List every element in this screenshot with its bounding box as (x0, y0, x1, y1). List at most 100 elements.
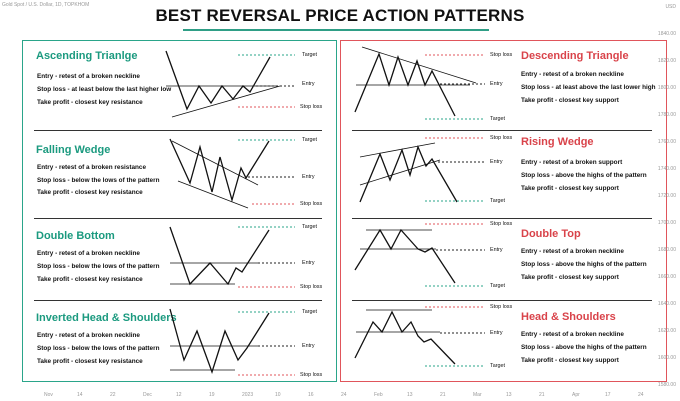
price-tick-label: 1760.00 (657, 139, 676, 145)
price-path (354, 228, 456, 284)
target-label: Target (302, 309, 317, 315)
entry-label: Entry (490, 159, 503, 165)
trend-line (171, 85, 281, 118)
pattern-entry-text: Entry - retest of a broken support (521, 159, 623, 166)
upper-wedge-line (359, 142, 436, 158)
upper-wedge-line (171, 140, 259, 186)
entry-label: Entry (302, 81, 315, 87)
pattern-entry-text: Entry - retest of a broken neckline (521, 71, 624, 78)
pattern-tp-text: Take profit - closest key resistance (37, 99, 143, 106)
entry-label: Entry (490, 330, 503, 336)
pattern-tp-text: Take profit - closest key support (521, 97, 619, 104)
separator (352, 300, 652, 301)
separator (34, 130, 322, 131)
pattern-tp-text: Take profit - closest key support (521, 274, 619, 281)
date-tick-label: 21 (539, 392, 545, 398)
pattern-stop-text: Stop loss - below the lows of the patter… (37, 177, 160, 184)
pattern-stop-text: Stop loss - above the highs of the patte… (521, 261, 647, 268)
entry-label: Entry (302, 260, 315, 266)
pattern-title-double-top: Double Top (521, 228, 581, 240)
stop-label: Stop loss (490, 304, 513, 310)
date-tick-label: 16 (308, 392, 314, 398)
price-tick-label: USD (665, 4, 676, 10)
date-tick-label: 22 (110, 392, 116, 398)
stop-label: Stop loss (490, 52, 513, 58)
date-tick-label: Mar (473, 392, 482, 398)
date-tick-label: Feb (374, 392, 383, 398)
page-title: BEST REVERSAL PRICE ACTION PATTERNS (155, 6, 525, 25)
pattern-title-inverted-head-shoulders: Inverted Head & Shoulders (36, 312, 177, 324)
pattern-title-head-shoulders: Head & Shoulders (521, 311, 616, 323)
price-tick-label: 1600.00 (657, 355, 676, 361)
pattern-stop-text: Stop loss - at least above the last lowe… (521, 84, 656, 91)
pattern-stop-text: Stop loss - below the lows of the patter… (37, 263, 160, 270)
title-underline (183, 29, 489, 31)
pattern-entry-text: Entry - retest of a broken neckline (521, 248, 624, 255)
stop-label: Stop loss (300, 201, 323, 207)
price-tick-label: 1640.00 (657, 301, 676, 307)
target-label: Target (490, 363, 505, 369)
pattern-title-falling-wedge: Falling Wedge (36, 144, 111, 156)
target-label: Target (490, 116, 505, 122)
stop-label: Stop loss (490, 135, 513, 141)
price-tick-label: 1800.00 (657, 85, 676, 91)
pattern-entry-text: Entry - retest of a broken neckline (37, 332, 140, 339)
price-tick-label: 1620.00 (657, 328, 676, 334)
pattern-tp-text: Take profit - closest key resistance (37, 189, 143, 196)
date-tick-label: 14 (77, 392, 83, 398)
price-tick-label: 1780.00 (657, 112, 676, 118)
bullish-patterns-panel (22, 40, 337, 382)
stop-label: Stop loss (300, 104, 323, 110)
price-path (169, 308, 270, 375)
separator (34, 218, 322, 219)
pattern-title-double-bottom: Double Bottom (36, 230, 115, 242)
pattern-tp-text: Take profit - closest key resistance (37, 358, 143, 365)
date-tick-label: 2023 (242, 392, 254, 398)
date-tick-label: Dec (143, 392, 152, 398)
price-path (165, 50, 271, 111)
date-tick-label: 24 (638, 392, 644, 398)
target-label: Target (302, 137, 317, 143)
entry-label: Entry (302, 174, 315, 180)
pattern-entry-text: Entry - retest of a broken neckline (37, 250, 140, 257)
date-tick-label: Nov (44, 392, 53, 398)
bearish-patterns-panel (340, 40, 667, 382)
date-tick-label: 17 (605, 392, 611, 398)
date-tick-label: 19 (209, 392, 215, 398)
price-tick-label: 1740.00 (657, 166, 676, 172)
pattern-title-rising-wedge: Rising Wedge (521, 136, 594, 148)
price-tick-label: 1660.00 (657, 274, 676, 280)
pattern-title-descending-triangle: Descending Triangle (521, 50, 629, 62)
pattern-tp-text: Take profit - closest key resistance (37, 276, 143, 283)
date-tick-label: 12 (176, 392, 182, 398)
target-label: Target (302, 224, 317, 230)
date-tick-label: 24 (341, 392, 347, 398)
price-path (354, 310, 456, 365)
date-tick-label: 13 (506, 392, 512, 398)
lower-wedge-line (359, 159, 441, 186)
target-label: Target (490, 283, 505, 289)
target-label: Target (490, 198, 505, 204)
pattern-tp-text: Take profit - closest key support (521, 357, 619, 364)
price-tick-label: 1700.00 (657, 220, 676, 226)
date-tick-label: Apr (572, 392, 580, 398)
entry-label: Entry (490, 81, 503, 87)
pattern-stop-text: Stop loss - at least below the last high… (37, 86, 172, 93)
entry-label: Entry (302, 343, 315, 349)
price-tick-label: 1820.00 (657, 58, 676, 64)
pattern-tp-text: Take profit - closest key support (521, 185, 619, 192)
stop-label: Stop loss (300, 372, 323, 378)
lower-wedge-line (177, 180, 249, 209)
price-tick-label: 1580.00 (657, 382, 676, 388)
pattern-stop-text: Stop loss - above the highs of the patte… (521, 172, 647, 179)
pattern-stop-text: Stop loss - below the lows of the patter… (37, 345, 160, 352)
symbol-info: Gold Spot / U.S. Dollar, 1D, TOPKHOM (2, 2, 90, 8)
price-tick-label: 1680.00 (657, 247, 676, 253)
target-label: Target (302, 52, 317, 58)
price-path (169, 138, 270, 203)
date-tick-label: 10 (275, 392, 281, 398)
price-path (354, 52, 456, 117)
pattern-stop-text: Stop loss - above the highs of the patte… (521, 344, 647, 351)
entry-label: Entry (490, 247, 503, 253)
